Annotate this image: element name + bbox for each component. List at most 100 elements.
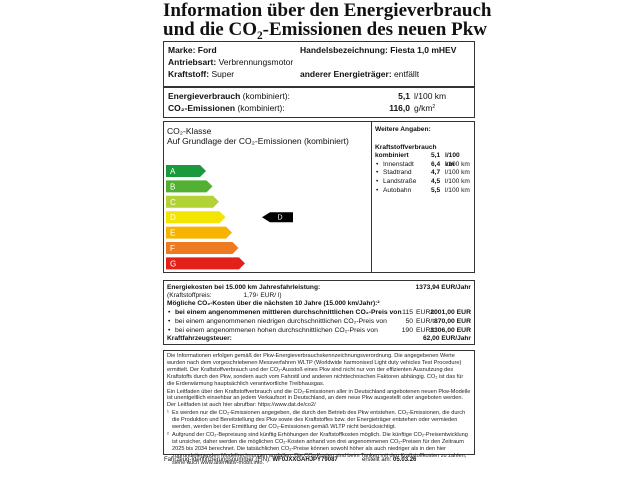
vin: WF0JXXGAHJPY79087	[272, 457, 338, 463]
value: 2001,00 EUR	[430, 309, 471, 316]
row: Antriebsart: Verbrennungsmotor	[168, 57, 470, 68]
value: 5,1	[398, 91, 410, 101]
unit: l/100 km	[414, 91, 447, 101]
class-letter: E	[170, 229, 175, 238]
footnote-text: Es werden nur die CO₂-Emissionen angegeb…	[172, 410, 466, 431]
label: Kraftfahrzeugsteuer:	[167, 335, 232, 342]
value: Verbrennungsmotor	[218, 57, 294, 67]
name: Landstraße	[383, 177, 417, 185]
class-bar	[166, 211, 226, 224]
footer: Fahrzeug-Identifizierungsnummer (FIN): W…	[164, 456, 476, 464]
footnote-mark: ²	[167, 431, 169, 438]
row: Marke: Ford Handelsbezeichnung: Fiesta 1…	[168, 45, 470, 56]
consumption-row: • Stadtrand 4,7 l/100 km	[375, 169, 471, 178]
notes-box: Die Informationen erfolgen gemäß der Pkw…	[163, 350, 475, 466]
unit: EUR/ l)	[260, 292, 282, 299]
class-letter: B	[170, 182, 175, 191]
further-rows: • Innenstadt 6,4 l/100 km • Stadtrand 4,7 l/100…	[375, 161, 471, 195]
further-heading: Weitere Angaben:	[375, 126, 431, 133]
row: (Kraftstoffpreis: 1,791 EUR/ l)	[167, 292, 470, 301]
label: anderer Energieträger:	[300, 69, 392, 79]
cost-row: bei einem angenommenen mittleren durchsc…	[167, 308, 471, 317]
label: bei einem angenommenen mittleren durchsc…	[175, 309, 402, 316]
costs-box: Energiekosten bei 15.000 km Jahresfahrle…	[163, 280, 475, 345]
model: Handelsbezeichnung: Fiesta 1,0 mHEV	[300, 45, 456, 56]
title-line: und die CO₂-Emissionen des neuen Pkw	[163, 19, 488, 40]
date: erstellt am: 05.03.26	[362, 456, 416, 464]
value: entfällt	[394, 69, 420, 79]
consumption-row: • Landstraße 4,5 l/100 km	[375, 178, 471, 187]
further-info: Weitere Angaben: Kraftstoffverbrauch kom…	[375, 126, 471, 195]
bullet: •	[376, 186, 379, 194]
combined-row: kombiniert 5,1 l/100 km	[375, 152, 471, 168]
cost-list: bei einem angenommenen mittleren durchsc…	[167, 308, 471, 335]
label: (Kraftstoffpreis:	[167, 292, 212, 299]
footnote-mark: ¹	[167, 410, 169, 417]
row: Energiekosten bei 15.000 km Jahresfahrle…	[167, 284, 471, 293]
value: 3306,00 EUR	[430, 327, 471, 334]
other-energy: anderer Energieträger: entfällt	[300, 69, 419, 80]
class-bar	[166, 226, 232, 239]
label: Marke:	[168, 45, 196, 55]
qualifier: (kombiniert):	[242, 91, 290, 101]
bullet: •	[376, 169, 379, 177]
price: 190	[401, 327, 413, 334]
name: Autobahn	[383, 186, 412, 194]
vin-label: Fahrzeug-Identifizierungsnummer (FIN):	[164, 457, 271, 463]
row: Kraftstoff: Super anderer Energieträger:…	[168, 69, 470, 80]
value: Ford	[197, 45, 217, 55]
footnote-text: Aufgrund der CO₂-Bepreisung sind künftig…	[172, 431, 468, 466]
date-value: 05.03.26	[393, 457, 417, 463]
value: Fiesta 1,0 mHEV	[390, 45, 457, 55]
divider	[371, 122, 372, 272]
class-bar	[166, 195, 219, 208]
unit: g/km2	[414, 103, 470, 114]
class-heading: CO₂-Klasse	[167, 126, 212, 136]
name: kombiniert	[375, 152, 409, 160]
label: Energieverbrauch	[168, 91, 241, 101]
consumption-row: • Autobahn 5,5 l/100 km	[375, 187, 471, 196]
class-indicator	[262, 212, 293, 223]
paragraph: Ein Leitfaden über den Kraftstoffverbrau…	[167, 388, 471, 409]
class-letter: F	[170, 244, 175, 253]
vehicle-box: Marke: Ford Handelsbezeichnung: Fiesta 1…	[163, 41, 475, 87]
unit: l/100 km	[445, 177, 470, 185]
date-label: erstellt am:	[362, 457, 392, 463]
label: Handelsbezeichnung:	[300, 45, 388, 55]
row: CO₂-Emissionen (kombiniert): 116,0 g/km2	[168, 103, 470, 114]
value: 4,5	[431, 177, 441, 185]
footnote-mark: 1	[256, 292, 259, 297]
row: Auf Grundlage der CO₂-Emissionen (kombin…	[167, 136, 470, 147]
label: Kraftstoff:	[168, 69, 210, 79]
row: Mögliche CO₂-Kosten über die nächsten 10…	[167, 300, 470, 309]
unit-text: g/km	[414, 103, 433, 113]
row: Energieverbrauch (kombiniert): 5,1 l/100…	[168, 91, 470, 102]
value: 1,79	[243, 292, 257, 299]
footnote: ² Aufgrund der CO₂-Bepreisung sind künfti…	[167, 432, 471, 467]
label: bei einem angenommenen niedrigen durchsc…	[175, 318, 387, 325]
cost-row: bei einem angenommenen hohen durchschnit…	[167, 326, 471, 335]
label: Energiekosten bei 15.000 km Jahresfahrle…	[167, 284, 321, 291]
value: Super	[211, 69, 235, 79]
value: 62,00 EUR/Jahr	[422, 335, 471, 342]
class-bar	[166, 165, 206, 177]
bullet: •	[376, 177, 379, 185]
value: 870,00 EUR	[433, 318, 471, 325]
unit: l/100 km	[445, 169, 470, 177]
class-letter: D	[170, 213, 176, 222]
class-letter: G	[170, 259, 176, 268]
unit: l/100 km	[445, 186, 470, 194]
value: 4,7	[431, 169, 441, 177]
value: 6,4	[431, 160, 441, 168]
price: 115	[402, 309, 413, 316]
class-bar	[166, 242, 239, 254]
footnote: ¹ Es werden nur die CO₂-Emissionen angege…	[167, 410, 471, 431]
class-letter: C	[170, 198, 176, 207]
label: bei einem angenommenen hohen durchschnit…	[175, 327, 378, 334]
unit: EUR/t:	[416, 318, 437, 325]
name: Stadtrand	[383, 169, 412, 177]
subheading-text: Kraftstoffverbrauch	[375, 143, 437, 151]
qualifier: (kombiniert):	[237, 103, 285, 113]
